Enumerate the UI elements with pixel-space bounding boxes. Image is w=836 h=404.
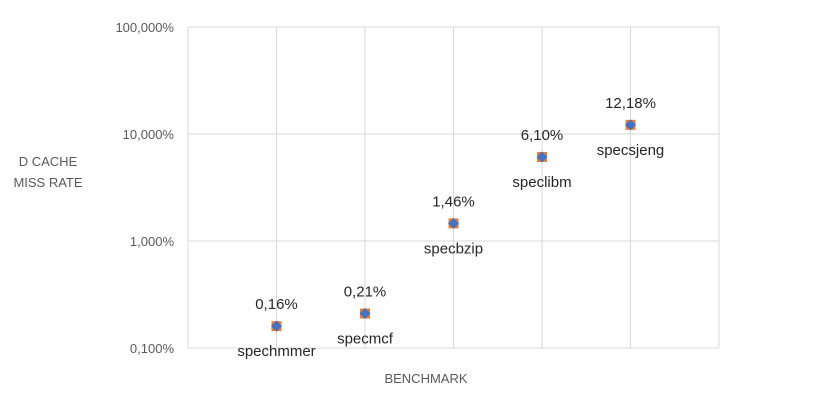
y-tick-label: 0,100% — [130, 341, 175, 356]
data-point-name: speclibm — [512, 174, 571, 191]
grid — [187, 26, 720, 349]
data-value-label: 12,18% — [605, 95, 656, 112]
y-tick-label: 1,000% — [130, 234, 175, 249]
data-value-label: 0,21% — [344, 284, 387, 301]
y-tick-label: 10,000% — [123, 127, 175, 142]
y-tick-label: 100,000% — [115, 20, 174, 35]
data-point-name: spechmmer — [237, 343, 315, 360]
y-axis-ticks: 100,000% 10,000% 1,000% 0,100% — [115, 20, 174, 356]
y-axis-title-line-1: D CACHE — [19, 154, 78, 169]
y-axis-title-line-2: MISS RATE — [13, 175, 82, 190]
x-axis-title: BENCHMARK — [384, 371, 467, 386]
data-point-name: specbzip — [424, 240, 483, 257]
data-point-diamond — [536, 151, 548, 163]
data-point-diamond — [448, 217, 459, 229]
data-value-label: 1,46% — [432, 193, 475, 210]
data-point-diamond — [359, 308, 371, 320]
data-point-diamond — [271, 320, 282, 332]
data-value-label: 6,10% — [521, 127, 564, 144]
data-labels: 0,16% spechmmer 0,21% specmcf 1,46% specbzip 6… — [237, 95, 664, 360]
data-point-diamond — [625, 119, 636, 131]
data-point-name: specmcf — [337, 331, 394, 348]
data-points — [271, 119, 636, 332]
data-value-label: 0,16% — [255, 296, 298, 313]
data-point-name: specsjeng — [597, 142, 665, 159]
